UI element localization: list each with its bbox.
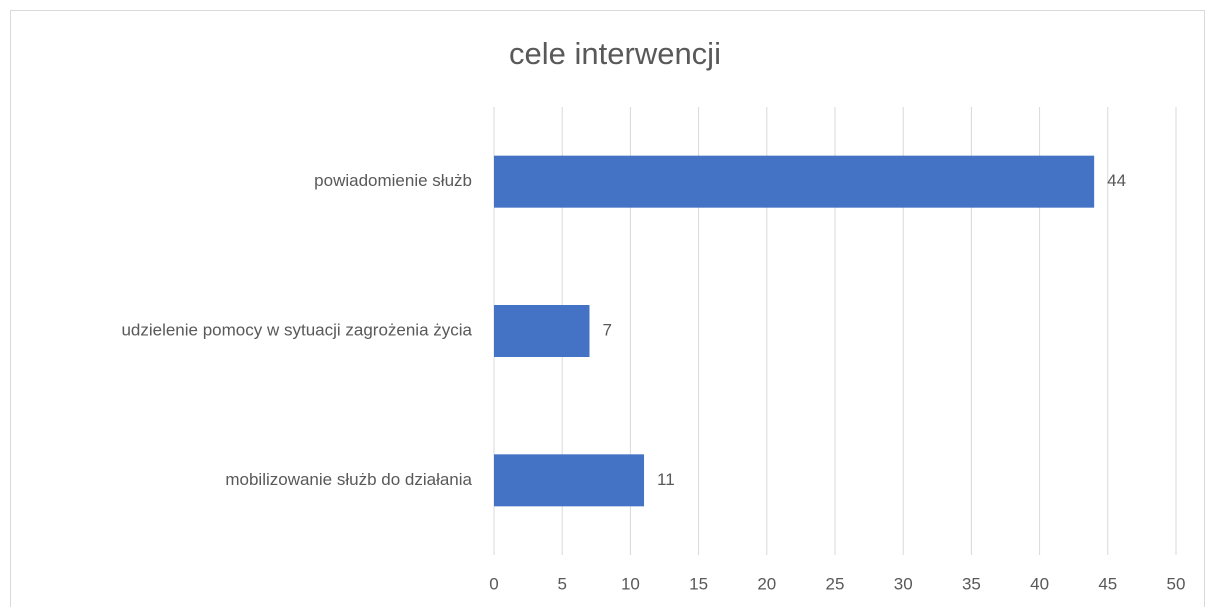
x-tick-label: 0: [489, 574, 498, 593]
chart-border: [10, 10, 1205, 607]
data-label: 11: [657, 470, 675, 489]
y-tick-label: mobilizowanie służb do działania: [225, 470, 472, 489]
x-tick-label: 20: [757, 574, 776, 593]
x-tick-label: 10: [621, 574, 640, 593]
data-label: 7: [602, 320, 611, 339]
x-tick-label: 15: [689, 574, 708, 593]
x-tick-label: 45: [1098, 574, 1117, 593]
y-tick-label: udzielenie pomocy w sytuacji zagrożenia …: [121, 320, 472, 339]
bar: [494, 454, 645, 507]
y-tick-label: powiadomienie służb: [314, 171, 472, 190]
x-tick-label: 40: [1030, 574, 1049, 593]
x-tick-label: 30: [894, 574, 913, 593]
bar: [494, 305, 590, 357]
chart-title: cele interwencji: [509, 36, 721, 71]
data-label: 44: [1107, 171, 1126, 190]
x-tick-label: 35: [962, 574, 981, 593]
x-tick-label: 25: [826, 574, 845, 593]
x-tick-label: 5: [557, 574, 566, 593]
x-tick-label: 50: [1167, 574, 1186, 593]
bar: [494, 155, 1095, 208]
